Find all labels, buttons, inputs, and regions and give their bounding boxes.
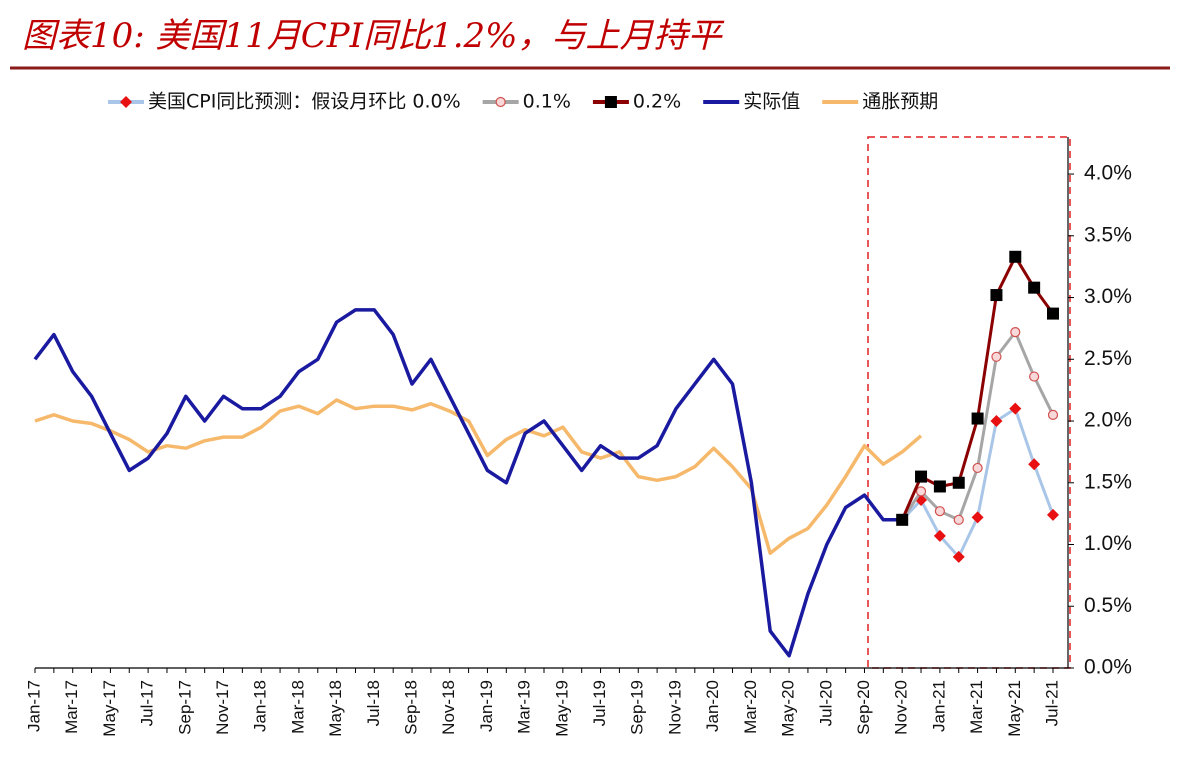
y-tick-label: 0.5% — [1084, 594, 1132, 617]
point — [933, 480, 946, 493]
x-tick-label: Jul-17 — [138, 680, 157, 726]
legend-label: 0.2% — [633, 91, 681, 113]
point — [1010, 327, 1021, 338]
y-tick-label: 1.5% — [1084, 470, 1132, 493]
chart-title: 图表10: 美国11月CPI同比1.2%，与上月持平 — [22, 16, 724, 56]
point — [1047, 508, 1059, 521]
forecast-box — [867, 136, 1071, 669]
point — [915, 486, 927, 497]
x-tick-label: Jan-17 — [24, 680, 43, 732]
y-tick-label: 2.0% — [1084, 409, 1132, 432]
point — [1028, 281, 1041, 294]
point — [1028, 458, 1041, 471]
x-tick-label: Sep-20 — [854, 680, 873, 735]
x-tick-label: Mar-17 — [62, 680, 81, 734]
x-tick-label: Nov-18 — [439, 680, 458, 735]
x-tick-label: May-18 — [326, 680, 345, 737]
point — [896, 513, 909, 526]
x-tick-label: Jan-20 — [703, 680, 722, 732]
legend-marker — [604, 96, 617, 108]
y-tick-label: 3.5% — [1084, 223, 1132, 246]
series-line — [901, 407, 1055, 559]
x-tick-label: Jul-19 — [590, 680, 609, 726]
legend-label: 美国CPI同比预测：假设月环比 0.0% — [148, 91, 461, 113]
point — [971, 412, 984, 425]
point — [1009, 250, 1022, 263]
point — [953, 514, 964, 525]
x-tick-label: Jul-20 — [816, 680, 835, 726]
point — [990, 415, 1003, 428]
x-tick-label: Jan-19 — [477, 680, 496, 732]
point — [952, 476, 965, 489]
point — [971, 511, 984, 524]
x-tick-label: May-17 — [100, 680, 119, 737]
point — [933, 529, 946, 542]
point — [991, 351, 1002, 362]
x-tick-label: Sep-17 — [175, 680, 194, 735]
legend-marker — [120, 96, 132, 108]
y-tick-label: 0.0% — [1084, 656, 1132, 679]
x-tick-label: Jan-21 — [929, 680, 948, 732]
point — [990, 289, 1003, 302]
point — [1009, 402, 1022, 415]
x-tick-label: Jul-21 — [1042, 680, 1061, 726]
series-line — [33, 308, 903, 658]
x-tick-label: Mar-19 — [515, 680, 534, 734]
y-tick-label: 3.0% — [1084, 285, 1132, 308]
series-line — [34, 398, 923, 555]
legend-label: 通胀预期 — [862, 91, 938, 113]
point — [1047, 409, 1059, 420]
legend-marker — [495, 96, 506, 108]
x-tick-label: Nov-20 — [892, 680, 911, 735]
y-tick-label: 2.5% — [1084, 347, 1132, 370]
point — [952, 550, 965, 563]
x-tick-label: Jan-18 — [251, 680, 270, 732]
x-tick-label: Nov-19 — [665, 680, 684, 735]
x-tick-label: Nov-17 — [213, 680, 232, 735]
x-tick-label: Sep-18 — [402, 680, 421, 735]
x-tick-label: Jul-18 — [364, 680, 383, 726]
x-tick-label: Mar-21 — [967, 680, 986, 734]
point — [1047, 307, 1059, 320]
x-tick-label: Sep-19 — [628, 680, 647, 735]
point — [972, 462, 983, 474]
y-tick-label: 1.0% — [1084, 532, 1132, 555]
point — [915, 470, 928, 483]
legend-label: 实际值 — [743, 91, 800, 113]
y-tick-label: 4.0% — [1084, 162, 1132, 185]
legend-label: 0.1% — [523, 91, 571, 113]
x-tick-label: May-21 — [1005, 680, 1024, 737]
x-tick-label: May-20 — [779, 680, 798, 737]
x-tick-label: Mar-20 — [741, 680, 760, 734]
x-tick-label: Mar-18 — [288, 680, 307, 734]
x-tick-label: May-19 — [552, 680, 571, 737]
point — [934, 506, 945, 517]
point — [1029, 371, 1040, 382]
